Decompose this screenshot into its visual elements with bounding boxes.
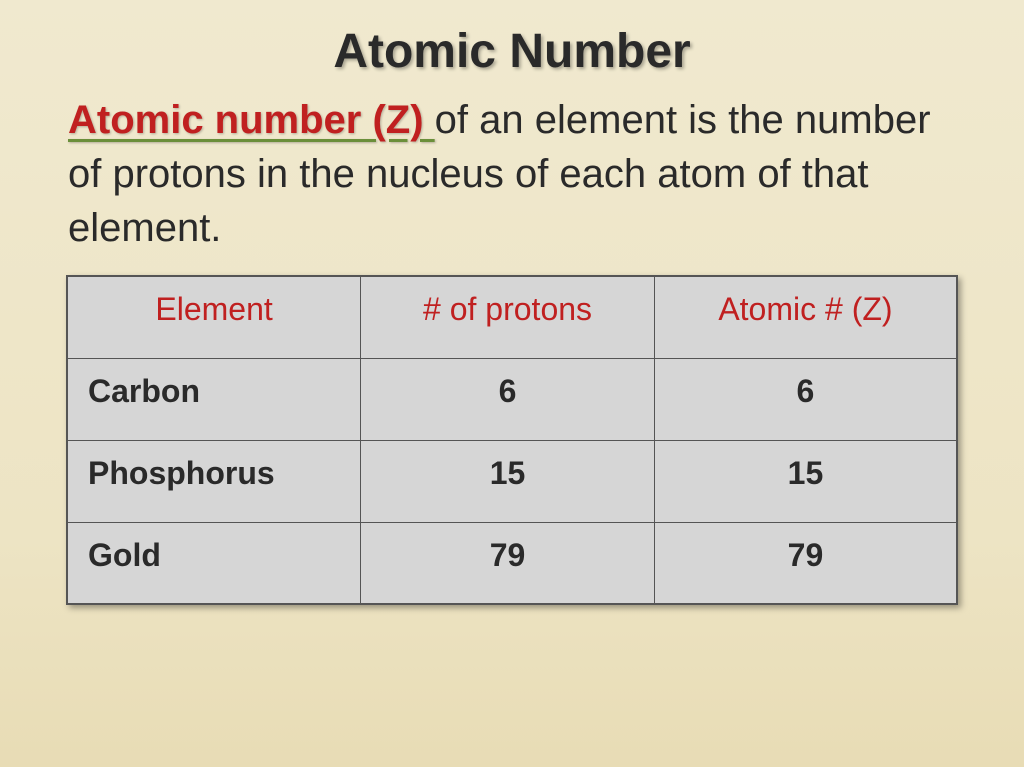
- table-cell-atomic: 79: [654, 522, 957, 604]
- element-table: Element # of protons Atomic # (Z) Carbon…: [66, 275, 958, 605]
- table-row: Phosphorus 15 15: [67, 440, 957, 522]
- table-cell-element: Phosphorus: [67, 440, 361, 522]
- table-cell-element: Carbon: [67, 358, 361, 440]
- table-cell-protons: 15: [361, 440, 655, 522]
- table-header-protons: # of protons: [361, 276, 655, 358]
- element-table-container: Element # of protons Atomic # (Z) Carbon…: [60, 275, 964, 605]
- table-cell-protons: 6: [361, 358, 655, 440]
- definition-key-term: Atomic number (Z): [68, 98, 435, 142]
- table-row: Carbon 6 6: [67, 358, 957, 440]
- slide-title: Atomic Number: [60, 24, 964, 79]
- table-cell-atomic: 6: [654, 358, 957, 440]
- table-cell-atomic: 15: [654, 440, 957, 522]
- table-header-element: Element: [67, 276, 361, 358]
- table-header-atomic: Atomic # (Z): [654, 276, 957, 358]
- table-cell-element: Gold: [67, 522, 361, 604]
- slide-definition: Atomic number (Z) of an element is the n…: [60, 93, 964, 255]
- table-cell-protons: 79: [361, 522, 655, 604]
- table-header-row: Element # of protons Atomic # (Z): [67, 276, 957, 358]
- table-row: Gold 79 79: [67, 522, 957, 604]
